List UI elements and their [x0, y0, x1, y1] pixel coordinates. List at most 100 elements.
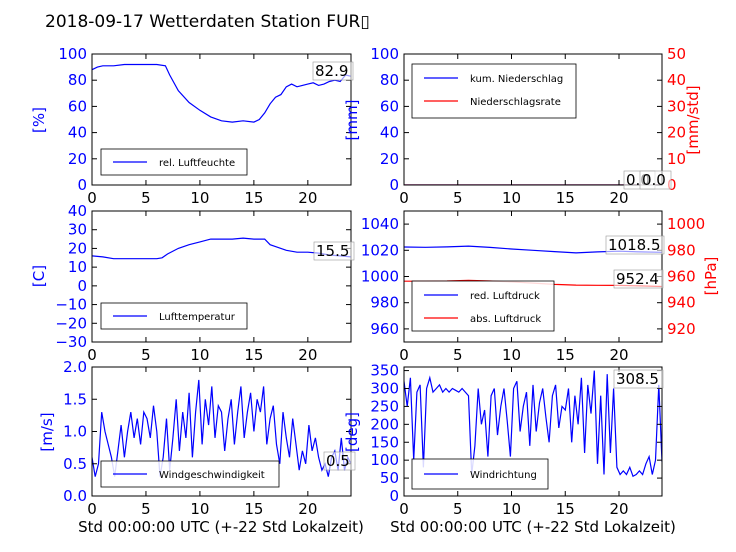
x-tick-label: 0 [87, 346, 97, 364]
y-tick-label: 1.0 [63, 423, 87, 441]
plot-area [92, 379, 351, 477]
x-tick-label: 15 [244, 189, 263, 207]
y-tick-label: −20 [55, 314, 87, 332]
y-tick-label: 980 [370, 294, 399, 312]
y-tick-label: 100 [370, 451, 399, 469]
y-tick-label: 80 [68, 71, 87, 89]
x-tick-label: 20 [609, 189, 628, 207]
y-tick-label: 60 [68, 97, 87, 115]
y-tick-label: 40 [380, 124, 399, 142]
plot-frame [91, 53, 352, 186]
y-tick-label: 0 [389, 176, 399, 194]
x-tick-label: 0 [87, 189, 97, 207]
legend: kum. Niederschlag Niederschlagsrate [411, 63, 577, 119]
legend-label: abs. Luftdruck [470, 314, 541, 325]
panel-pressure: 0 5 10 15 20 960 980 1000 1020 1040 920 940 960 980 10… [361, 210, 720, 364]
y-axis-label: [deg] [343, 412, 361, 452]
y2-tick-label: 40 [667, 71, 686, 89]
y-tick-label: 20 [68, 239, 87, 257]
x-tick-label: 0 [87, 500, 97, 518]
x-axis-label-left: Std 00:00:00 UTC (+-22 Std Lokalzeit) [78, 518, 364, 536]
legend-box [411, 280, 555, 332]
y2-tick-label: 10 [667, 150, 686, 168]
plot-frame [403, 53, 663, 186]
y2-axis-label: [hPa] [702, 257, 720, 296]
x-tick-label: 20 [298, 346, 317, 364]
y2-tick-label: 30 [667, 97, 686, 115]
y-tick-label: 1020 [361, 241, 399, 259]
value-annotation: 1018.5 [608, 236, 661, 254]
x-tick-label: 5 [141, 189, 151, 207]
value-annotation-2-box [613, 269, 664, 289]
value-annotation-box [312, 61, 354, 81]
x-tick-label: 10 [190, 500, 209, 518]
value-annotation-box [605, 235, 665, 255]
figure-title: 2018-09-17 Wetterdaten Station FUR▯ [45, 12, 370, 32]
legend-label: red. Luftdruck [470, 291, 540, 302]
value-annotation-2-box [639, 170, 672, 190]
x-tick-label: 5 [141, 500, 151, 518]
value-annotation: 308.5 [616, 370, 659, 388]
x-tick-label: 20 [298, 500, 317, 518]
legend: Windgeschwindigkeit [100, 460, 280, 488]
y-tick-label: 100 [58, 45, 87, 63]
y2-tick-label: 20 [667, 124, 686, 142]
y-axis-label: [mm] [343, 100, 361, 141]
x-tick-label: 0 [399, 500, 409, 518]
x-tick-label: 10 [190, 189, 209, 207]
x-axis-label-right: Std 00:00:00 UTC (+-22 Std Lokalzeit) [390, 518, 676, 536]
y-tick-label: 1.5 [63, 390, 87, 408]
legend: Windrichtung [411, 458, 549, 490]
series-line-1 [92, 237, 351, 260]
y2-tick-label: 960 [667, 268, 696, 286]
y2-tick-label: 1000 [667, 215, 705, 233]
value-annotation-2: 0.0 [642, 171, 666, 189]
y-tick-label: 100 [370, 45, 399, 63]
legend-label: kum. Niederschlag [470, 74, 563, 85]
y-tick-label: 960 [370, 320, 399, 338]
x-tick-label: 20 [609, 346, 628, 364]
x-tick-label: 15 [244, 346, 263, 364]
y-tick-label: 150 [370, 433, 399, 451]
x-tick-label: 0 [399, 189, 409, 207]
y-tick-label: 350 [370, 362, 399, 380]
y-tick-label: 20 [68, 150, 87, 168]
legend-label: Windgeschwindigkeit [159, 470, 265, 481]
panel-precipitation: 0 5 10 15 20 0 20 40 60 80 100 0 10 20 30 40 50 [mm] [mm/s… [343, 45, 702, 207]
x-tick-label: 5 [453, 500, 463, 518]
value-annotation-box [313, 241, 355, 261]
y-tick-label: 250 [370, 397, 399, 415]
y-axis-label: [%] [30, 107, 48, 133]
plot-area [92, 63, 351, 123]
y-tick-label: 30 [68, 221, 87, 239]
plot-area [404, 370, 662, 478]
plot-area [92, 237, 351, 260]
value-annotation: 15.5 [316, 242, 349, 260]
x-tick-label: 10 [502, 346, 521, 364]
y-tick-label: 300 [370, 380, 399, 398]
series-line-1 [92, 63, 351, 123]
x-tick-label: 10 [190, 346, 209, 364]
y-tick-label: 10 [68, 258, 87, 276]
y-axis-label: [C] [30, 265, 48, 287]
x-tick-label: 15 [556, 189, 575, 207]
y-tick-label: 60 [380, 97, 399, 115]
value-annotation: 82.9 [315, 62, 348, 80]
x-tick-label: 5 [453, 346, 463, 364]
y-tick-label: 0 [77, 176, 87, 194]
y-tick-label: 2.0 [63, 358, 87, 376]
x-tick-label: 15 [556, 346, 575, 364]
y-tick-label: 0.5 [63, 455, 87, 473]
legend: Lufttemperatur [100, 302, 248, 330]
panel-windspeed: 0 5 10 15 20 0.0 0.5 1.0 1.5 2.0 [m/s] Windgeschwin… [38, 358, 356, 518]
x-tick-label: 15 [556, 500, 575, 518]
y-tick-label: 1040 [361, 215, 399, 233]
y-tick-label: −30 [55, 333, 87, 351]
value-annotation-box [323, 451, 356, 471]
y2-tick-label: 940 [667, 294, 696, 312]
x-tick-label: 5 [453, 189, 463, 207]
y-tick-label: 20 [380, 150, 399, 168]
y-axis-label: [m/s] [38, 412, 56, 451]
y2-axis-label: [mm/std] [684, 85, 702, 154]
